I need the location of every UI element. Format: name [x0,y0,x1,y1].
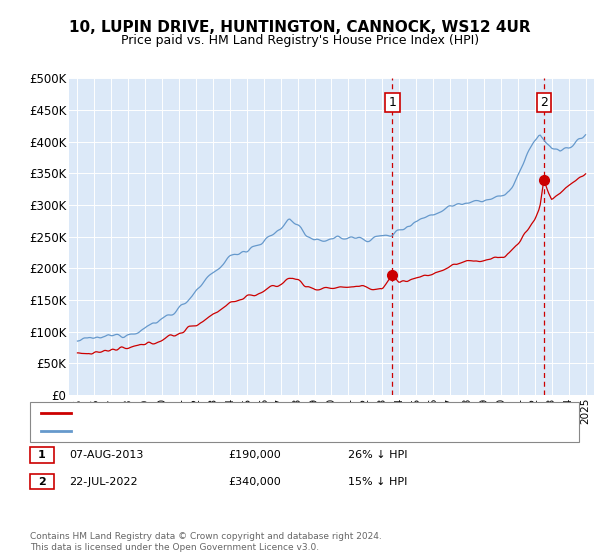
Text: HPI: Average price, detached house, South Staffordshire: HPI: Average price, detached house, Sout… [75,426,369,436]
Text: 2: 2 [540,96,548,109]
Text: 15% ↓ HPI: 15% ↓ HPI [348,477,407,487]
Text: 22-JUL-2022: 22-JUL-2022 [69,477,137,487]
Text: 10, LUPIN DRIVE, HUNTINGTON, CANNOCK, WS12 4UR: 10, LUPIN DRIVE, HUNTINGTON, CANNOCK, WS… [69,21,531,35]
Text: Contains HM Land Registry data © Crown copyright and database right 2024.
This d: Contains HM Land Registry data © Crown c… [30,532,382,552]
Text: 2: 2 [38,477,46,487]
Text: 07-AUG-2013: 07-AUG-2013 [69,450,143,460]
Text: Price paid vs. HM Land Registry's House Price Index (HPI): Price paid vs. HM Land Registry's House … [121,34,479,47]
Text: £190,000: £190,000 [228,450,281,460]
Text: 1: 1 [38,450,46,460]
Text: 26% ↓ HPI: 26% ↓ HPI [348,450,407,460]
Text: £340,000: £340,000 [228,477,281,487]
Text: 10, LUPIN DRIVE, HUNTINGTON, CANNOCK, WS12 4UR (detached house): 10, LUPIN DRIVE, HUNTINGTON, CANNOCK, WS… [75,408,451,418]
Text: 1: 1 [389,96,397,109]
